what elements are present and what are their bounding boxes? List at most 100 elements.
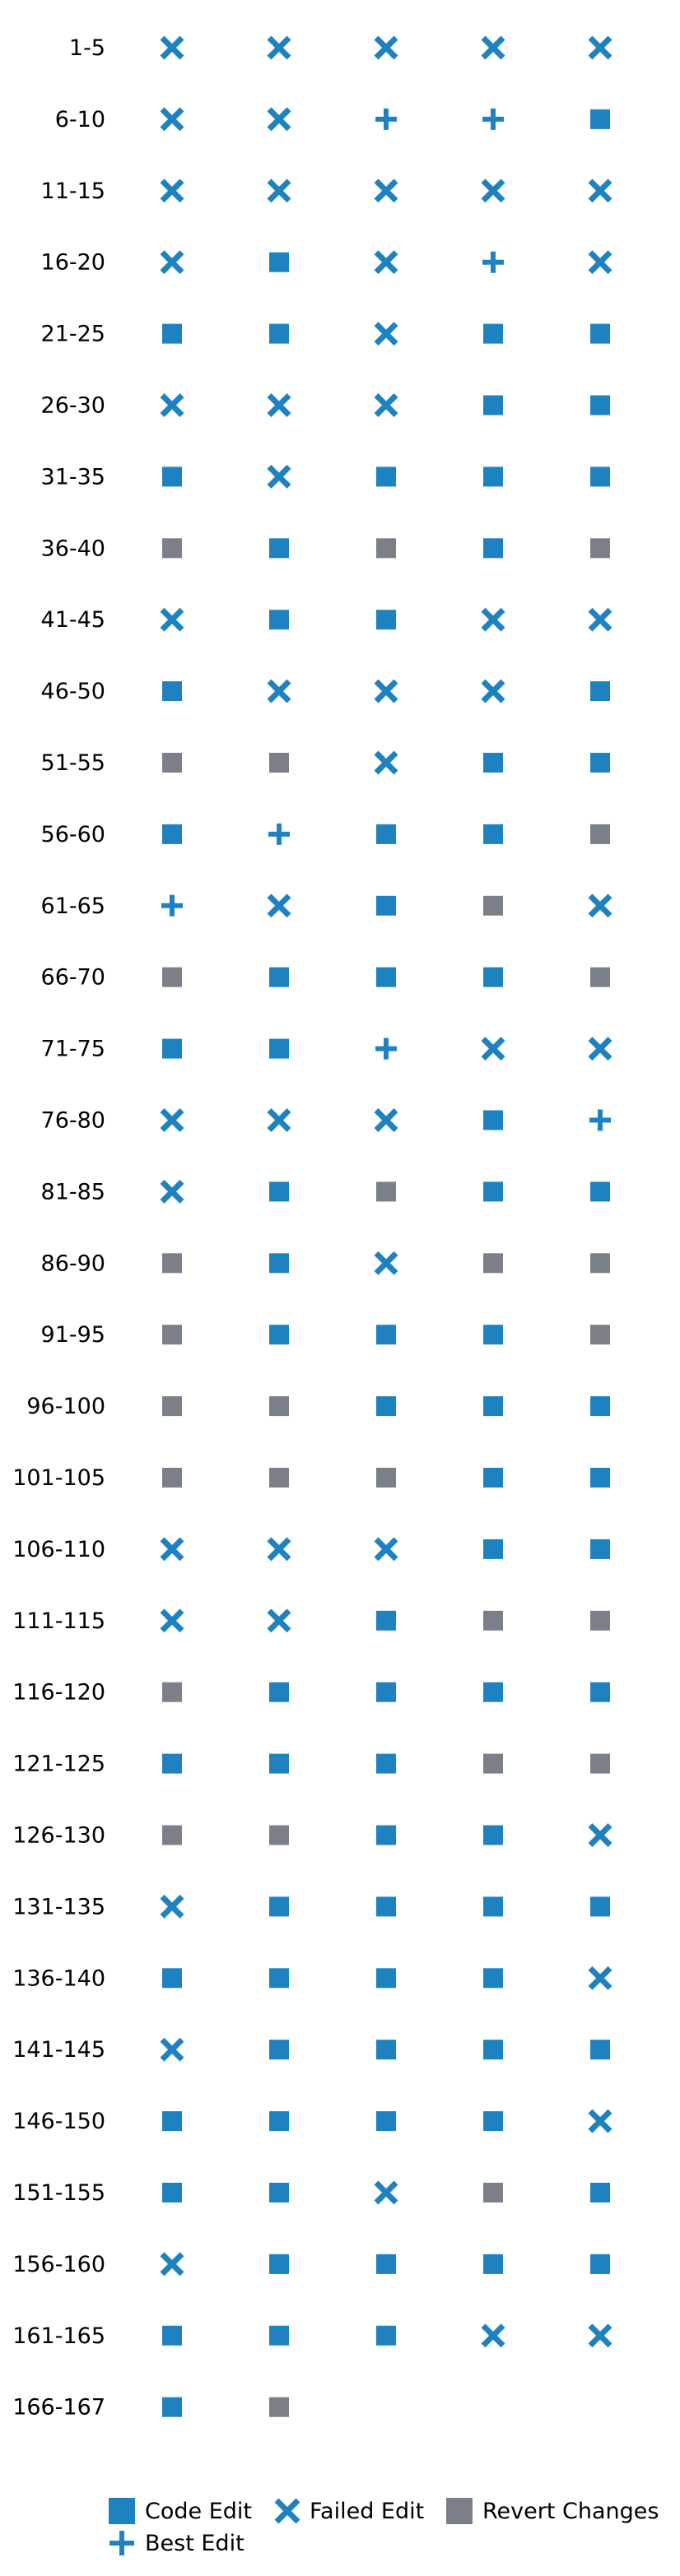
code-edit-marker — [376, 1396, 396, 1417]
chart-row: 11-15 — [41, 179, 612, 204]
code-edit-marker — [483, 1325, 503, 1345]
row-label: 131-135 — [12, 1894, 105, 1919]
chart-row: 96-100 — [26, 1394, 610, 1419]
failed-edit-marker — [160, 35, 184, 60]
revert-changes-marker — [269, 1468, 289, 1488]
code-edit-marker — [483, 466, 503, 487]
chart-row: 141-145 — [12, 2037, 610, 2063]
code-edit-marker — [162, 323, 182, 344]
revert-changes-marker — [162, 538, 182, 559]
code-edit-marker — [376, 2325, 396, 2346]
code-edit-marker — [590, 1468, 610, 1488]
revert-changes-marker — [162, 1825, 182, 1845]
legend-best-edit-marker — [109, 2531, 134, 2555]
row-label: 41-45 — [41, 607, 105, 633]
failed-edit-marker — [374, 250, 398, 275]
code-edit-marker — [483, 1468, 503, 1488]
code-edit-marker — [590, 466, 610, 487]
failed-edit-marker — [267, 1608, 291, 1633]
chart-row: 21-25 — [41, 322, 610, 347]
legend-item: Failed Edit — [274, 2498, 424, 2524]
code-edit-marker — [269, 610, 289, 630]
code-edit-marker — [590, 1896, 610, 1917]
revert-changes-marker — [162, 1325, 182, 1345]
code-edit-marker — [376, 466, 396, 487]
code-edit-marker — [483, 967, 503, 987]
legend-code-edit-marker — [109, 2498, 135, 2524]
legend-item: Code Edit — [109, 2498, 252, 2524]
failed-edit-marker — [481, 679, 505, 703]
revert-changes-marker — [162, 1682, 182, 1702]
chart-row: 76-80 — [41, 1108, 611, 1134]
row-label: 16-20 — [41, 250, 105, 276]
row-label: 166-167 — [12, 2395, 105, 2421]
revert-changes-marker — [483, 1753, 503, 1774]
code-edit-marker — [269, 1325, 289, 1345]
row-label: 101-105 — [12, 1465, 105, 1491]
failed-edit-marker — [160, 2037, 184, 2062]
failed-edit-marker — [374, 679, 398, 703]
best-edit-marker — [375, 108, 397, 130]
row-label: 126-130 — [12, 1823, 105, 1849]
legend-label: Code Edit — [145, 2499, 252, 2524]
chart-row: 126-130 — [12, 1823, 612, 1849]
code-edit-marker — [483, 1825, 503, 1845]
chart-row: 31-35 — [41, 464, 610, 490]
failed-edit-marker — [374, 322, 398, 346]
failed-edit-marker — [374, 1251, 398, 1275]
revert-changes-marker — [483, 1610, 503, 1631]
revert-changes-marker — [162, 967, 182, 987]
chart-row: 66-70 — [41, 965, 610, 991]
chart-rows: 1-5 6-10 11-15 16-20 21-25 26-30 31-35 36-40 41-… — [12, 35, 612, 2421]
code-edit-marker — [483, 1181, 503, 1202]
row-label: 156-160 — [12, 2252, 105, 2277]
revert-changes-marker — [162, 1468, 182, 1488]
chart-row: 166-167 — [12, 2395, 289, 2421]
failed-edit-marker — [267, 35, 291, 60]
failed-edit-marker — [160, 1537, 184, 1562]
failed-edit-marker — [160, 393, 184, 417]
code-edit-marker — [376, 895, 396, 916]
code-edit-marker — [483, 1896, 503, 1917]
code-edit-marker — [269, 2040, 289, 2060]
legend-label: Failed Edit — [310, 2499, 424, 2524]
code-edit-marker — [269, 2325, 289, 2346]
code-edit-marker — [376, 2253, 396, 2274]
chart-row: 61-65 — [41, 893, 612, 919]
code-edit-marker — [269, 1682, 289, 1702]
failed-edit-marker — [267, 464, 291, 489]
code-edit-marker — [483, 2253, 503, 2274]
code-edit-marker — [376, 1753, 396, 1774]
code-edit-marker — [162, 1753, 182, 1774]
failed-edit-marker — [160, 107, 184, 132]
chart-row: 56-60 — [41, 822, 610, 847]
code-edit-marker — [483, 1682, 503, 1702]
code-edit-marker — [162, 1968, 182, 1989]
code-edit-marker — [376, 1896, 396, 1917]
revert-changes-marker — [376, 1181, 396, 1202]
chart-row: 106-110 — [12, 1537, 610, 1562]
failed-edit-marker — [267, 679, 291, 703]
code-edit-marker — [376, 1825, 396, 1845]
revert-changes-marker — [376, 538, 396, 559]
code-edit-marker — [269, 1753, 289, 1774]
failed-edit-marker — [588, 2323, 612, 2348]
chart-row: 121-125 — [12, 1752, 610, 1777]
revert-changes-marker — [483, 895, 503, 916]
code-edit-marker — [269, 967, 289, 987]
legend-revert-changes-marker — [446, 2498, 473, 2524]
code-edit-marker — [590, 1181, 610, 1202]
revert-changes-marker — [376, 1468, 396, 1488]
code-edit-marker — [483, 753, 503, 773]
failed-edit-marker — [481, 1037, 505, 1061]
row-label: 36-40 — [41, 536, 105, 561]
failed-edit-marker — [374, 35, 398, 60]
code-edit-marker — [483, 824, 503, 844]
row-label: 1-5 — [69, 35, 105, 61]
chart-row: 6-10 — [55, 107, 610, 132]
code-edit-marker — [590, 753, 610, 773]
chart-row: 86-90 — [41, 1251, 610, 1276]
code-edit-marker — [162, 2325, 182, 2346]
code-edit-marker — [483, 1968, 503, 1989]
revert-changes-marker — [590, 967, 610, 987]
